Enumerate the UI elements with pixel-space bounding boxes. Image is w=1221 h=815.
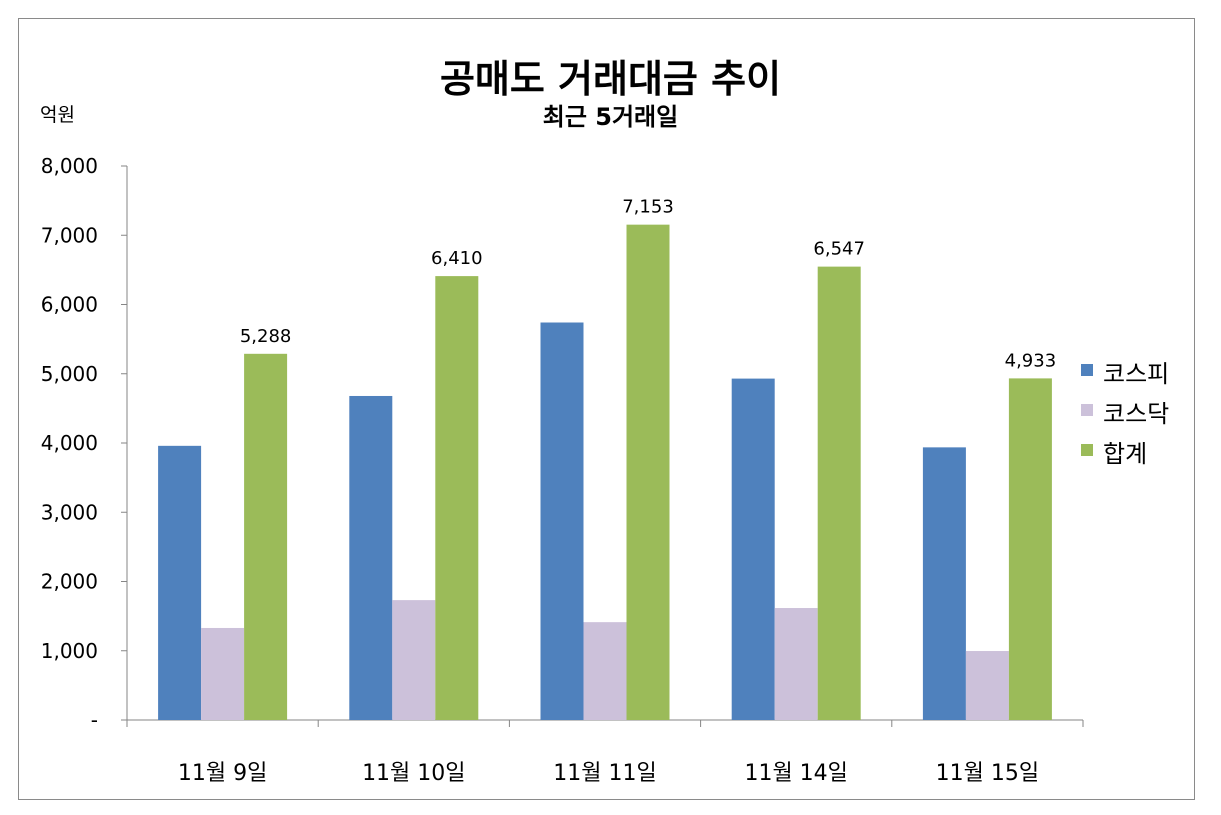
bar-코스피 — [922, 447, 966, 720]
bar-코스피 — [540, 322, 584, 720]
y-tick-label: 7,000 — [41, 223, 98, 247]
bar-코스닥 — [774, 608, 818, 720]
y-tick-label: 3,000 — [41, 500, 98, 524]
y-tick-label: 6,000 — [41, 293, 98, 317]
legend-label: 코스피 — [1103, 360, 1169, 388]
data-label: 7,153 — [622, 197, 674, 218]
bar-코스닥 — [583, 622, 627, 720]
bar-합계 — [817, 266, 861, 720]
data-label: 6,547 — [813, 239, 865, 260]
legend-label: 코스닥 — [1103, 400, 1169, 428]
data-label: 4,933 — [1005, 350, 1057, 371]
bar-합계 — [435, 276, 479, 720]
legend-swatch — [1081, 404, 1093, 416]
bar-합계 — [1008, 378, 1052, 720]
legend-swatch — [1081, 444, 1093, 456]
y-tick-label: - — [91, 708, 98, 732]
bar-코스피 — [349, 395, 393, 720]
bar-합계 — [626, 224, 670, 720]
y-tick-label: 5,000 — [41, 362, 98, 386]
x-tick-label: 11월 14일 — [744, 761, 847, 786]
x-tick-label: 11월 10일 — [362, 761, 465, 786]
bar-코스닥 — [201, 627, 245, 720]
bar-코스피 — [731, 378, 775, 720]
y-tick-label: 4,000 — [41, 431, 98, 455]
y-tick-label: 8,000 — [41, 154, 98, 178]
bar-코스닥 — [392, 600, 436, 720]
y-tick-label: 2,000 — [41, 570, 98, 594]
x-tick-label: 11월 9일 — [178, 761, 267, 786]
legend-swatch — [1081, 364, 1093, 376]
x-tick-label: 11월 11일 — [553, 761, 656, 786]
x-tick-label: 11월 15일 — [936, 761, 1039, 786]
y-axis-unit: 억원 — [40, 104, 75, 126]
chart-subtitle: 최근 5거래일 — [542, 103, 679, 131]
chart-frame — [18, 18, 1195, 800]
chart-title: 공매도 거래대금 추이 — [439, 57, 782, 101]
bar-코스피 — [158, 445, 202, 720]
bar-합계 — [244, 353, 288, 720]
bar-코스닥 — [965, 651, 1009, 720]
legend-label: 합계 — [1103, 440, 1147, 468]
y-tick-label: 1,000 — [41, 639, 98, 663]
data-label: 6,410 — [431, 248, 483, 269]
data-label: 5,288 — [240, 326, 292, 347]
